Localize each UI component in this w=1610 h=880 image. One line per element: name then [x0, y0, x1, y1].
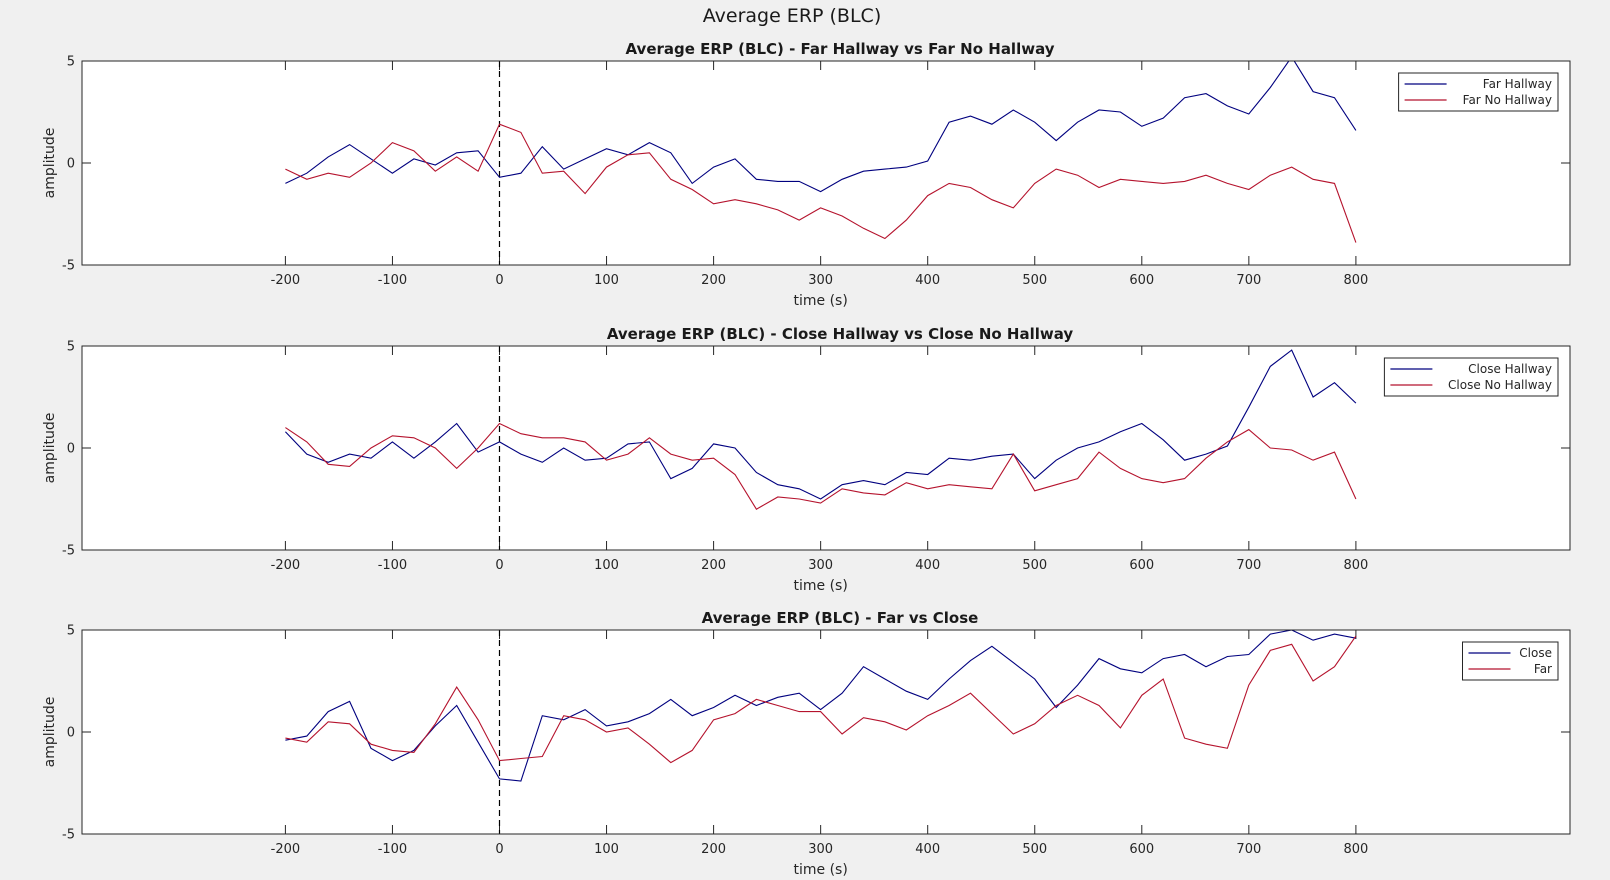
y-tick-label: -5: [62, 828, 75, 843]
y-tick-label: 5: [67, 55, 75, 70]
subplot-title: Average ERP (BLC) - Close Hallway vs Clo…: [607, 325, 1074, 343]
plot-area: [82, 61, 1570, 265]
legend-entry-2: Far No Hallway: [1463, 93, 1552, 107]
y-tick-label: 0: [67, 442, 75, 457]
y-tick-label: -5: [62, 544, 75, 559]
x-tick-label: -100: [378, 558, 408, 573]
x-tick-label: 100: [594, 273, 619, 288]
x-tick-label: 600: [1129, 273, 1154, 288]
y-axis-label: amplitude: [42, 128, 58, 199]
x-tick-label: 800: [1343, 273, 1368, 288]
x-tick-label: 800: [1343, 558, 1368, 573]
legend-entry-2: Close No Hallway: [1448, 378, 1552, 392]
y-axis-label: amplitude: [42, 413, 58, 484]
y-tick-label: 0: [67, 726, 75, 741]
x-tick-label: 0: [495, 842, 503, 857]
subplot-3: Average ERP (BLC) - Far vs Close -200 -100…: [42, 609, 1571, 878]
legend-entry-1: Close: [1519, 646, 1552, 660]
x-tick-label: 300: [808, 558, 833, 573]
legend-box: [1462, 641, 1559, 681]
subplots: Average ERP (BLC) - Far Hallway vs Far N…: [42, 40, 1571, 878]
legend: Far Hallway Far No Hallway: [1398, 72, 1559, 112]
y-tick-label: 0: [67, 157, 75, 172]
figure-title: Average ERP (BLC): [703, 5, 881, 27]
x-tick-label: 100: [594, 842, 619, 857]
series-line-2: [285, 635, 1357, 764]
axes-box: [81, 60, 1571, 266]
x-tick-label: 600: [1129, 558, 1154, 573]
x-tick-label: 400: [915, 558, 940, 573]
plot-area: [82, 630, 1570, 834]
x-tick-label: 400: [915, 273, 940, 288]
legend: Close Hallway Close No Hallway: [1383, 357, 1559, 397]
x-tick-label: 700: [1236, 273, 1261, 288]
x-tick-label: 200: [701, 558, 726, 573]
axes-box: [81, 629, 1571, 835]
x-tick-label: -200: [271, 273, 301, 288]
x-tick-label: 0: [495, 273, 503, 288]
x-tick-label: 200: [701, 842, 726, 857]
series-line-2: [285, 123, 1357, 243]
legend-box: [1383, 357, 1559, 397]
x-axis-label: time (s): [793, 862, 847, 878]
x-tick-label: 600: [1129, 842, 1154, 857]
x-tick-label: 100: [594, 558, 619, 573]
series-line-2: [285, 422, 1357, 510]
legend-entry-2: Far: [1534, 662, 1552, 676]
axes-box: [81, 345, 1571, 551]
series-line-1: [285, 349, 1357, 500]
x-tick-label: 800: [1343, 842, 1368, 857]
subplot-2: Average ERP (BLC) - Close Hallway vs Clo…: [42, 325, 1571, 594]
y-tick-label: -5: [62, 259, 75, 274]
x-axis-label: time (s): [793, 293, 847, 309]
plot-area: [82, 346, 1570, 550]
x-tick-label: -200: [271, 842, 301, 857]
subplot-title: Average ERP (BLC) - Far Hallway vs Far N…: [625, 40, 1054, 58]
x-tick-label: 700: [1236, 558, 1261, 573]
x-tick-label: 300: [808, 842, 833, 857]
x-tick-label: 500: [1022, 842, 1047, 857]
series-line-1: [285, 61, 1357, 193]
series-line-1: [285, 630, 1357, 782]
legend: Close Far: [1462, 641, 1559, 681]
x-tick-label: 0: [495, 558, 503, 573]
x-axis-label: time (s): [793, 578, 847, 594]
subplot-1: Average ERP (BLC) - Far Hallway vs Far N…: [42, 40, 1571, 309]
x-tick-label: 300: [808, 273, 833, 288]
subplot-title: Average ERP (BLC) - Far vs Close: [702, 609, 979, 627]
y-tick-label: 5: [67, 340, 75, 355]
x-tick-label: 400: [915, 842, 940, 857]
x-tick-label: -100: [378, 273, 408, 288]
legend-entry-1: Far Hallway: [1483, 77, 1552, 91]
x-tick-label: 200: [701, 273, 726, 288]
x-tick-label: -100: [378, 842, 408, 857]
legend-entry-1: Close Hallway: [1468, 362, 1552, 376]
x-tick-label: 500: [1022, 558, 1047, 573]
legend-box: [1398, 72, 1559, 112]
x-tick-label: 500: [1022, 273, 1047, 288]
y-axis-label: amplitude: [42, 697, 58, 768]
y-tick-label: 5: [67, 624, 75, 639]
x-tick-label: -200: [271, 558, 301, 573]
x-tick-label: 700: [1236, 842, 1261, 857]
